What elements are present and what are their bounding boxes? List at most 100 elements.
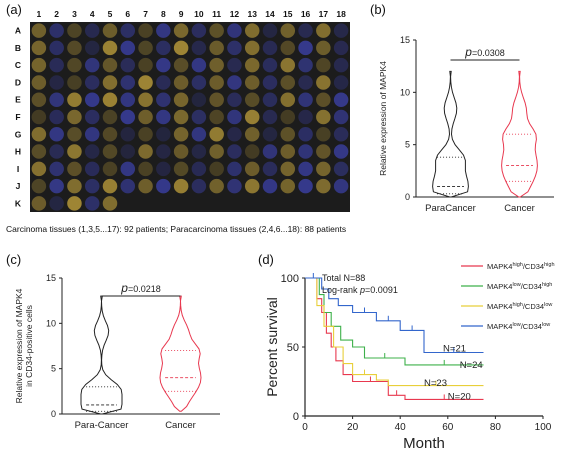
column-label: 1 xyxy=(37,9,42,19)
tissue-core xyxy=(156,161,171,177)
legend-sup: low xyxy=(512,322,520,328)
legend-sup: low xyxy=(544,302,552,308)
tissue-core xyxy=(316,75,331,90)
legend-mid: /CD34 xyxy=(523,262,544,271)
p-value: =0.0308 xyxy=(472,48,505,58)
tissue-core xyxy=(156,144,171,159)
tissue-core xyxy=(298,92,313,107)
y-tick-label: 15 xyxy=(46,273,56,283)
tissue-core xyxy=(138,23,153,38)
tissue-core xyxy=(262,40,278,56)
tissue-core xyxy=(138,178,153,194)
tissue-core xyxy=(84,127,100,142)
tissue-core xyxy=(333,144,349,159)
tissue-core xyxy=(49,178,64,194)
tissue-core xyxy=(227,127,242,142)
row-label: H xyxy=(15,147,21,157)
p-value-label: p=0.0308 xyxy=(464,45,504,59)
legend-label: MAPK4high/CD34low xyxy=(487,302,552,311)
tissue-core xyxy=(156,178,171,194)
tissue-core xyxy=(262,75,278,90)
tissue-core xyxy=(120,127,136,142)
tissue-core xyxy=(120,161,136,177)
tissue-core xyxy=(173,178,189,194)
tissue-core xyxy=(298,40,313,56)
column-label: 18 xyxy=(336,9,346,19)
tissue-core xyxy=(280,178,296,194)
tissue-core xyxy=(333,161,349,177)
violin-chart-c: 0 5 10 15 Relative expression of MAPK4 in CD3… xyxy=(14,273,220,431)
tissue-core xyxy=(120,144,136,159)
tissue-core xyxy=(191,57,207,73)
tissue-core xyxy=(173,23,189,38)
tissue-core xyxy=(244,161,260,177)
logrank-p: p xyxy=(359,285,365,295)
tissue-core xyxy=(49,109,64,125)
row-label: J xyxy=(16,181,21,191)
tissue-core xyxy=(138,161,153,177)
tissue-core xyxy=(244,92,260,107)
tissue-core xyxy=(49,23,64,38)
tissue-core xyxy=(298,127,313,142)
tissue-core xyxy=(31,92,47,107)
tissue-core xyxy=(31,144,47,159)
survival-curve xyxy=(305,277,484,400)
tissue-core xyxy=(209,23,224,38)
column-label: 17 xyxy=(319,9,329,19)
tissue-core xyxy=(262,178,278,194)
tissue-core xyxy=(31,196,47,211)
tissue-core xyxy=(333,127,349,142)
tissue-core xyxy=(138,57,153,73)
tissue-core xyxy=(316,40,331,56)
tissue-core xyxy=(138,144,153,159)
x-tick-label: 60 xyxy=(442,422,454,433)
tissue-core xyxy=(280,161,296,177)
n-label: N=24 xyxy=(460,360,483,371)
array-background xyxy=(30,22,350,212)
column-label: 16 xyxy=(301,9,311,19)
tissue-core xyxy=(262,127,278,142)
tissue-core xyxy=(49,196,64,211)
column-label: 6 xyxy=(125,9,130,19)
p-symbol: p xyxy=(464,45,472,59)
tissue-core xyxy=(156,23,171,38)
tissue-core xyxy=(298,144,313,159)
tissue-core xyxy=(156,40,171,56)
tissue-core xyxy=(191,109,207,125)
tissue-core xyxy=(298,23,313,38)
p-symbol: p xyxy=(120,281,128,295)
y-axis-label: in CD34-positive cells xyxy=(24,305,34,387)
panel-a-label: (a) xyxy=(6,2,22,17)
tissue-core xyxy=(84,92,100,107)
column-label: 15 xyxy=(283,9,293,19)
tissue-core xyxy=(316,127,331,142)
tissue-core xyxy=(280,127,296,142)
legend-base: MAPK4 xyxy=(487,302,512,311)
tissue-core xyxy=(84,23,100,38)
x-category-label: Cancer xyxy=(504,203,535,214)
y-tick-label: 0 xyxy=(405,192,410,202)
tissue-core xyxy=(31,75,47,90)
logrank-value: =0.0091 xyxy=(365,285,398,295)
survival-curve xyxy=(305,277,484,387)
total-n-label: Total N=88 xyxy=(322,273,365,283)
tissue-core xyxy=(333,40,349,56)
tissue-core xyxy=(31,109,47,125)
legend-mid: /CD34 xyxy=(521,322,542,331)
n-label: N=20 xyxy=(448,392,471,403)
tissue-core xyxy=(244,127,260,142)
tissue-core xyxy=(67,144,82,159)
p-value-label: p=0.0218 xyxy=(120,281,160,295)
legend-label: MAPK4low/CD34low xyxy=(487,322,550,331)
tissue-core xyxy=(316,23,331,38)
tissue-core xyxy=(280,144,296,159)
y-tick-label: 5 xyxy=(405,140,410,150)
tissue-core xyxy=(262,109,278,125)
violin-shape xyxy=(432,70,469,198)
x-tick-label: 40 xyxy=(395,422,407,433)
tissue-core xyxy=(262,144,278,159)
tissue-core xyxy=(102,109,118,125)
tissue-core xyxy=(84,196,100,211)
tissue-core xyxy=(191,92,207,107)
